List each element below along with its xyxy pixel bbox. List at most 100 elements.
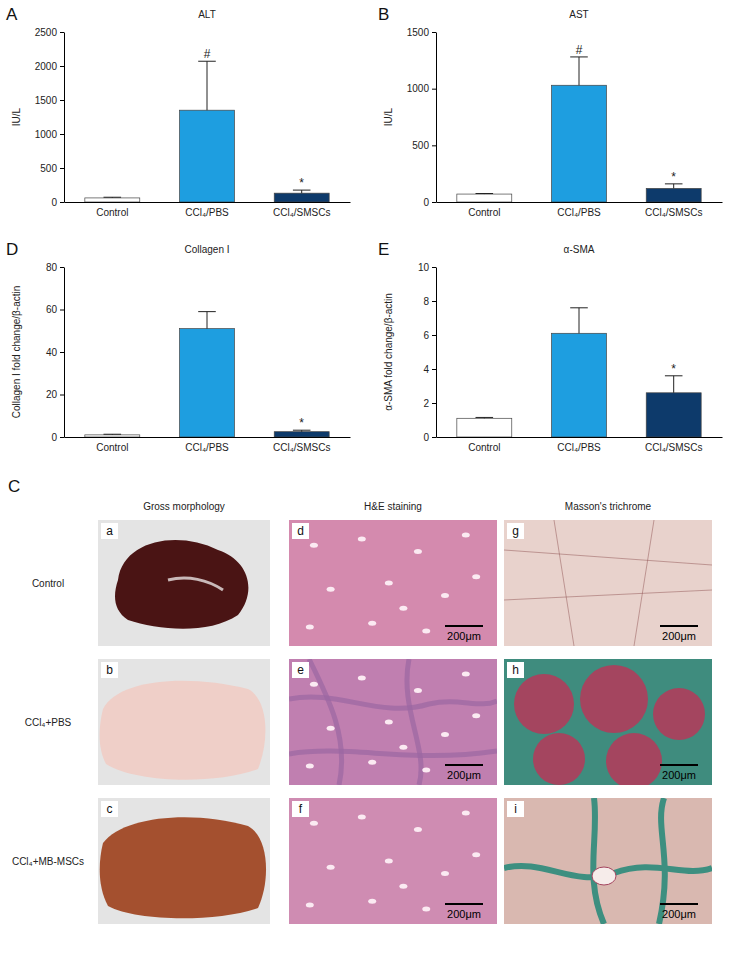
tick-label: CCl₄/PBS (185, 207, 229, 218)
axis-line (65, 202, 351, 203)
tick: 500 (412, 140, 436, 151)
tick-label: CCl₄/SMSCs (645, 207, 702, 218)
tick: 1000 (407, 83, 436, 94)
error-bar (570, 308, 588, 334)
bar (646, 188, 701, 202)
tick: 10 (418, 262, 436, 273)
figure: #*05001000150020002500ControlCCl₄/PBSCCl… (0, 0, 744, 960)
error-whisker (579, 57, 580, 85)
bar (552, 85, 607, 202)
scale-bar (660, 903, 698, 905)
row-label: Control (32, 578, 64, 589)
tick-label: 2500 (35, 27, 58, 38)
plot-area (457, 57, 701, 202)
tick-label: CCl₄/PBS (557, 442, 601, 453)
texture (306, 625, 314, 630)
texture (310, 821, 318, 826)
texture (634, 520, 654, 646)
tick-mark (432, 32, 436, 33)
scale-bar (445, 903, 483, 905)
row-label: CCl₄+MB-MSCs (12, 856, 84, 867)
texture (306, 903, 314, 908)
plot-area (457, 308, 701, 437)
texture (385, 581, 393, 586)
error-cap (104, 197, 122, 198)
axis-line (436, 33, 437, 203)
tick-label: CCl₄/PBS (557, 207, 601, 218)
axis-line (437, 202, 723, 203)
image: f200μm (289, 798, 497, 924)
texture (422, 906, 430, 911)
texture (399, 606, 407, 611)
tick-label: 10 (418, 262, 430, 273)
panel-label: A (6, 5, 18, 24)
texture (414, 549, 422, 554)
texture (385, 859, 393, 864)
error-whisker (207, 61, 208, 110)
tick-label: CCl₄/SMSCs (645, 442, 702, 453)
image: b (98, 659, 270, 785)
organ-shape (100, 681, 266, 780)
annotation: * (299, 416, 304, 430)
tick-mark (432, 335, 436, 336)
error-bar (104, 197, 122, 199)
tick: Control (96, 437, 128, 453)
texture (472, 713, 480, 718)
tick-label: 0 (51, 432, 57, 443)
texture (289, 751, 497, 756)
texture (462, 811, 470, 816)
error-bar (476, 417, 494, 419)
texture (327, 865, 335, 870)
tick-label: 1000 (35, 129, 58, 140)
texture (472, 574, 480, 579)
chart: #*05001000150020002500ControlCCl₄/PBSCCl… (6, 5, 351, 218)
texture (592, 867, 616, 885)
tick-label: 60 (46, 304, 58, 315)
organ-shape (115, 540, 248, 629)
error-bar (104, 434, 122, 436)
tick: 1500 (35, 95, 64, 106)
image-content (98, 520, 270, 646)
column-header: H&E staining (364, 501, 422, 512)
tick-label: 80 (46, 262, 58, 273)
texture (327, 726, 335, 731)
texture (310, 682, 318, 687)
row-label: CCl₄+PBS (25, 717, 72, 728)
image: a (98, 520, 270, 646)
texture (306, 764, 314, 769)
letter-box (507, 523, 524, 539)
tick-mark (432, 301, 436, 302)
tick-label: 2 (423, 398, 429, 409)
annotation: * (671, 170, 676, 184)
tick-mark (60, 202, 64, 203)
tick: CCl₄/SMSCs (645, 437, 702, 453)
error-whisker (207, 312, 208, 329)
tick: CCl₄/PBS (185, 202, 229, 218)
tick: Control (468, 202, 500, 218)
title: ALT (198, 9, 216, 20)
title: α-SMA (564, 244, 595, 255)
scale-bar (445, 764, 483, 766)
annotation: * (671, 362, 676, 376)
tick-label: 500 (40, 163, 57, 174)
tick-mark (432, 202, 436, 203)
texture (422, 767, 430, 772)
tick-mark (432, 89, 436, 90)
tick-label: Control (468, 442, 500, 453)
plot-area (85, 61, 329, 202)
tick-label: Control (96, 442, 128, 453)
letter-box (507, 662, 524, 678)
texture (414, 827, 422, 832)
panel-label: B (378, 5, 389, 24)
x-axis: Control CCl₄/PBS CCl₄/SMSCs (437, 202, 723, 218)
tick-label: CCl₄/PBS (185, 442, 229, 453)
organ-shape (100, 817, 266, 918)
error-cap (476, 193, 494, 194)
tick-mark (432, 145, 436, 146)
tick: CCl₄/SMSCs (273, 202, 330, 218)
tick-mark (60, 100, 64, 101)
scale-bar (445, 625, 483, 627)
bar (85, 198, 140, 202)
error-whisker (579, 308, 580, 334)
error-bar (665, 184, 683, 189)
